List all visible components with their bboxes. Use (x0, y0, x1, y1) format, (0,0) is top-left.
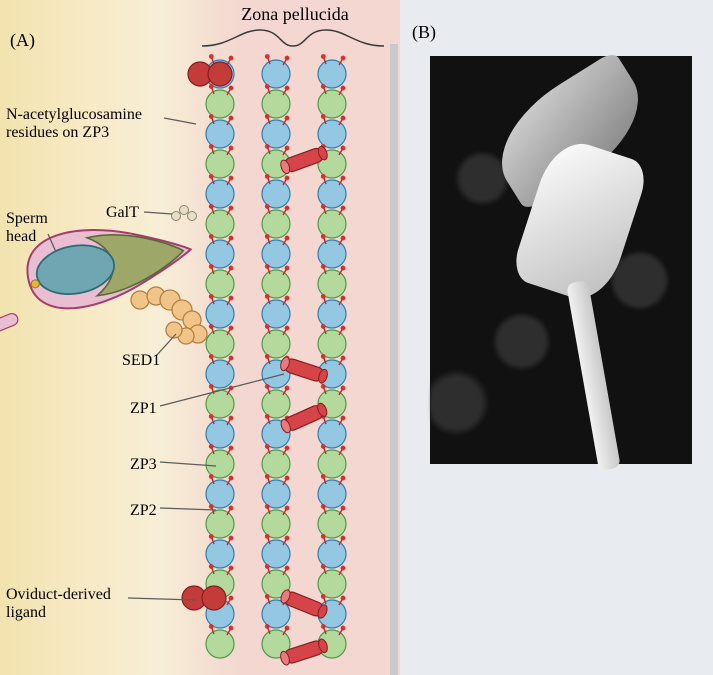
label-n-acetylglucosamine: N-acetylglucosamine residues on ZP3 (6, 106, 142, 143)
label-sperm-head: Sperm head (6, 210, 48, 247)
galt-protein (172, 206, 197, 221)
sed1-protein (131, 287, 207, 344)
label-zp1: ZP1 (130, 400, 157, 418)
label-zp2: ZP2 (130, 502, 157, 520)
label-galt: GalT (106, 204, 139, 222)
panel-b-label: (B) (412, 22, 436, 43)
figure-stage: (A) (B) Zona pellucida N-acetylglucosami… (0, 0, 713, 675)
label-sed1: SED1 (122, 352, 160, 370)
panel-a-diagram (0, 0, 400, 675)
zp-filament-1 (262, 54, 290, 658)
zp-filament-0 (206, 54, 234, 658)
label-oviduct-ligand: Oviduct-derived ligand (6, 586, 111, 623)
zp-filament-2 (318, 54, 346, 658)
panel-b-micrograph (430, 56, 692, 464)
oviduct-ligand-1 (182, 586, 226, 610)
label-zp3: ZP3 (130, 456, 157, 474)
